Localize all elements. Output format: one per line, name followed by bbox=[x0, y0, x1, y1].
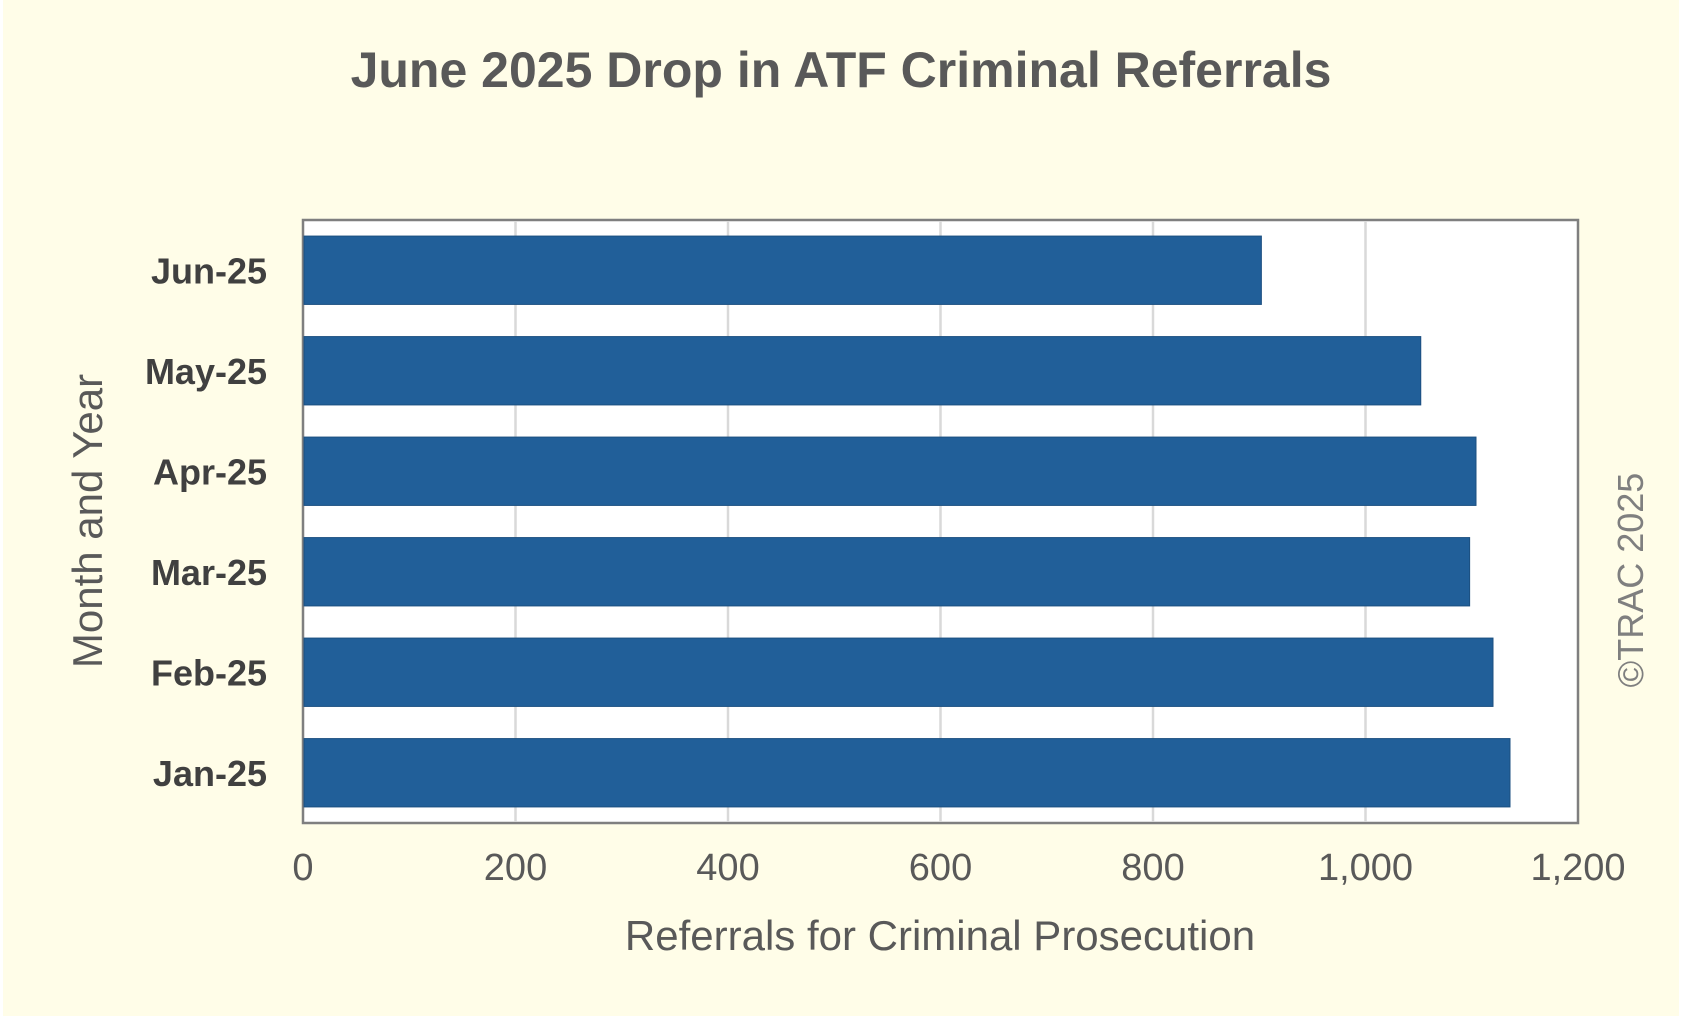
bar-mar-25 bbox=[303, 537, 1471, 607]
category-label: May-25 bbox=[145, 351, 267, 392]
chart-title: June 2025 Drop in ATF Criminal Referrals bbox=[351, 42, 1332, 98]
bar-may-25 bbox=[303, 336, 1422, 406]
x-tick-label: 600 bbox=[909, 847, 972, 889]
category-label: Feb-25 bbox=[151, 652, 267, 693]
x-tick-label: 0 bbox=[292, 847, 313, 889]
bar-apr-25 bbox=[303, 436, 1477, 506]
x-tick-label: 800 bbox=[1121, 847, 1184, 889]
x-tick-label: 400 bbox=[696, 847, 759, 889]
gridlines bbox=[514, 221, 1367, 822]
category-labels: Jan-25 Feb-25 Mar-25 Apr-25 May-25 Jun-25 bbox=[145, 250, 267, 794]
copyright-credit: ©TRAC 2025 bbox=[1610, 473, 1651, 688]
y-axis-title: Month and Year bbox=[64, 374, 111, 668]
x-tick-label: 1,000 bbox=[1318, 847, 1413, 889]
category-label: Jan-25 bbox=[153, 753, 267, 794]
x-tick-labels: 0 200 400 600 800 1,000 1,200 bbox=[292, 847, 1625, 889]
bars bbox=[303, 235, 1511, 808]
category-label: Apr-25 bbox=[153, 451, 267, 492]
category-label: Jun-25 bbox=[151, 250, 267, 291]
bar-feb-25 bbox=[303, 637, 1494, 707]
bar-jan-25 bbox=[303, 738, 1511, 808]
x-tick-label: 1,200 bbox=[1530, 847, 1625, 889]
bar-jun-25 bbox=[303, 235, 1262, 305]
x-axis-title: Referrals for Criminal Prosecution bbox=[625, 912, 1255, 959]
category-label: Mar-25 bbox=[151, 552, 267, 593]
x-tick-label: 200 bbox=[484, 847, 547, 889]
